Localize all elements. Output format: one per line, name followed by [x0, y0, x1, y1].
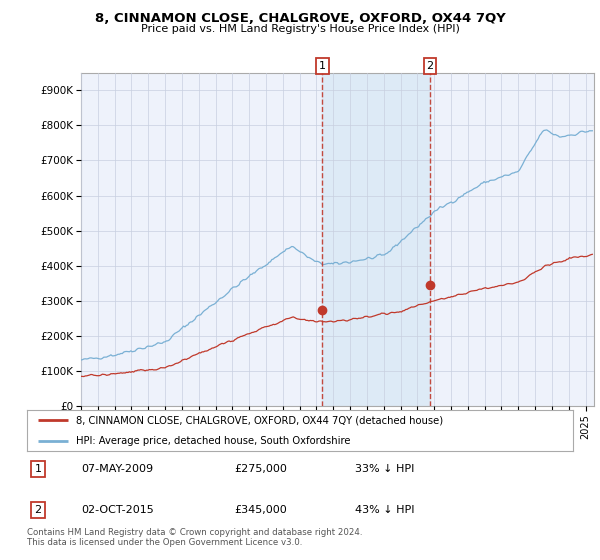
Text: 02-OCT-2015: 02-OCT-2015 — [82, 505, 154, 515]
Text: 07-MAY-2009: 07-MAY-2009 — [82, 464, 154, 474]
Text: 8, CINNAMON CLOSE, CHALGROVE, OXFORD, OX44 7QY: 8, CINNAMON CLOSE, CHALGROVE, OXFORD, OX… — [95, 12, 505, 25]
Text: 2: 2 — [427, 61, 434, 71]
Text: 1: 1 — [319, 61, 326, 71]
Text: HPI: Average price, detached house, South Oxfordshire: HPI: Average price, detached house, Sout… — [76, 436, 350, 446]
Text: 43% ↓ HPI: 43% ↓ HPI — [355, 505, 414, 515]
Bar — [322, 73, 430, 406]
Text: £345,000: £345,000 — [235, 505, 287, 515]
Text: 1: 1 — [34, 464, 41, 474]
Text: £275,000: £275,000 — [235, 464, 287, 474]
Text: 8, CINNAMON CLOSE, CHALGROVE, OXFORD, OX44 7QY (detached house): 8, CINNAMON CLOSE, CHALGROVE, OXFORD, OX… — [76, 415, 443, 425]
Text: Contains HM Land Registry data © Crown copyright and database right 2024.
This d: Contains HM Land Registry data © Crown c… — [27, 528, 362, 547]
Text: 33% ↓ HPI: 33% ↓ HPI — [355, 464, 414, 474]
Text: 2: 2 — [34, 505, 41, 515]
Text: Price paid vs. HM Land Registry's House Price Index (HPI): Price paid vs. HM Land Registry's House … — [140, 24, 460, 34]
